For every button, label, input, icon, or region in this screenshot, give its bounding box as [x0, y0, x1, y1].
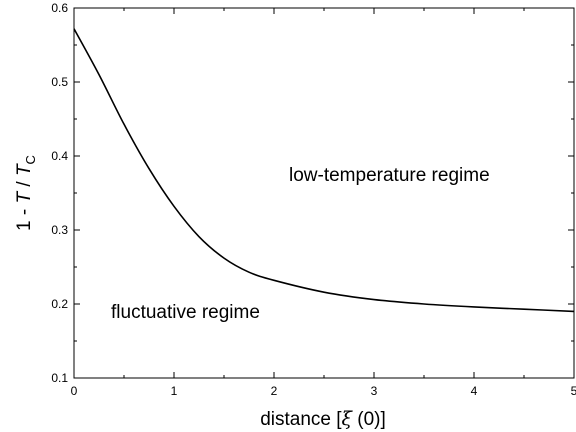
- y-axis-title: 1 - T / TC: [14, 155, 38, 231]
- x-tick-label: 2: [271, 384, 278, 398]
- y-tick-label: 0.4: [51, 149, 68, 163]
- annotation-fluctuative: fluctuative regime: [111, 302, 260, 323]
- data-series-line: [73, 28, 575, 313]
- y-tick-label: 0.2: [51, 297, 68, 311]
- x-tick-label: 4: [471, 384, 478, 398]
- x-tick-label: 1: [171, 384, 178, 398]
- axis-tick-labels: 0 1 2 3 4 5 0.1 0.2 0.3 0.4 0.5 0.6: [51, 1, 576, 398]
- y-tick-label: 0.6: [51, 1, 68, 15]
- x-tick-label: 3: [371, 384, 378, 398]
- axis-ticks: [73, 7, 575, 379]
- annotation-low-temperature: low-temperature regime: [289, 165, 490, 186]
- x-tick-label: 5: [571, 384, 576, 398]
- y-tick-label: 0.1: [51, 371, 68, 385]
- x-axis-title: distance [ξ (0)]: [260, 408, 386, 430]
- x-tick-label: 0: [71, 384, 78, 398]
- y-tick-label: 0.3: [51, 223, 68, 237]
- y-tick-label: 0.5: [51, 75, 68, 89]
